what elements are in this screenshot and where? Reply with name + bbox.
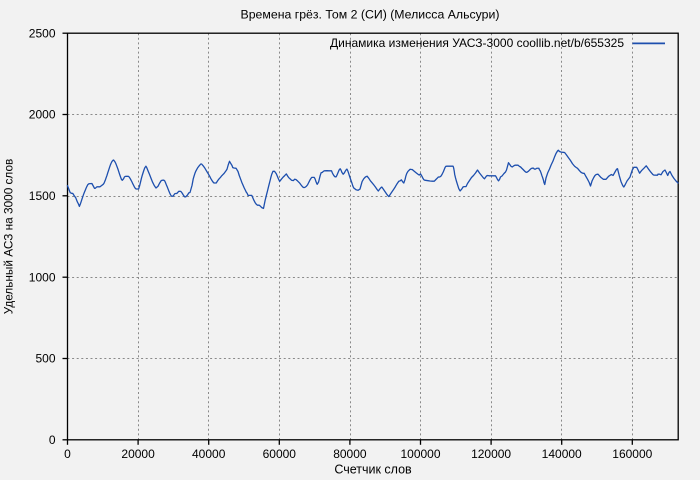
svg-text:1500: 1500 <box>29 189 56 203</box>
svg-text:Удельный АСЗ на 3000 слов: Удельный АСЗ на 3000 слов <box>1 159 15 315</box>
svg-text:2000: 2000 <box>29 108 56 122</box>
svg-text:1000: 1000 <box>29 270 56 284</box>
svg-text:500: 500 <box>35 352 55 366</box>
svg-text:140000: 140000 <box>542 447 582 461</box>
svg-text:2500: 2500 <box>29 26 56 40</box>
svg-text:0: 0 <box>49 433 56 447</box>
svg-text:Динамика изменения УАСЗ-3000 c: Динамика изменения УАСЗ-3000 coollib.net… <box>330 36 624 50</box>
svg-text:40000: 40000 <box>192 447 226 461</box>
svg-text:80000: 80000 <box>333 447 367 461</box>
svg-text:Времена грёз. Том 2 (СИ) (Мели: Времена грёз. Том 2 (СИ) (Мелисса Альсур… <box>241 8 500 22</box>
svg-text:20000: 20000 <box>121 447 155 461</box>
svg-text:Счетчик слов: Счетчик слов <box>334 463 412 477</box>
svg-text:120000: 120000 <box>471 447 511 461</box>
svg-text:100000: 100000 <box>400 447 440 461</box>
svg-text:160000: 160000 <box>612 447 652 461</box>
svg-text:60000: 60000 <box>263 447 297 461</box>
svg-text:0: 0 <box>64 447 71 461</box>
